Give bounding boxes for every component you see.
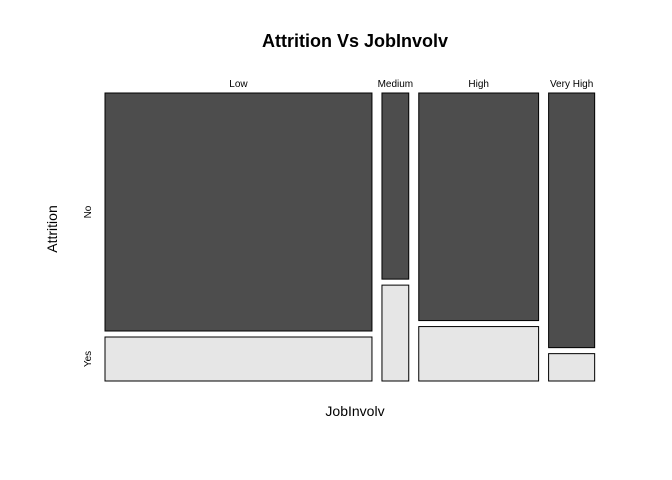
tile-low-yes bbox=[104, 336, 373, 382]
x-axis-label: JobInvolv bbox=[325, 403, 384, 419]
tile-very-high-yes bbox=[548, 353, 596, 382]
chart-title: Attrition Vs JobInvolv bbox=[262, 31, 448, 51]
y-axis-label: Attrition bbox=[44, 205, 60, 252]
row-labels: No Yes bbox=[83, 205, 94, 367]
tile-medium-yes bbox=[381, 284, 410, 382]
tile-medium-no bbox=[381, 92, 410, 280]
tile-very-high-no bbox=[548, 92, 596, 349]
mosaic-tiles bbox=[104, 92, 596, 382]
tile-low-no bbox=[104, 92, 373, 332]
column-label-very-high: Very High bbox=[550, 79, 593, 90]
column-labels: Low Medium High Very High bbox=[229, 79, 593, 90]
column-label-low: Low bbox=[229, 79, 248, 90]
row-label-yes: Yes bbox=[83, 351, 94, 367]
tile-high-no bbox=[418, 92, 540, 322]
row-label-no: No bbox=[83, 205, 94, 218]
column-label-medium: Medium bbox=[378, 79, 414, 90]
tile-high-yes bbox=[418, 326, 540, 382]
column-label-high: High bbox=[468, 79, 489, 90]
